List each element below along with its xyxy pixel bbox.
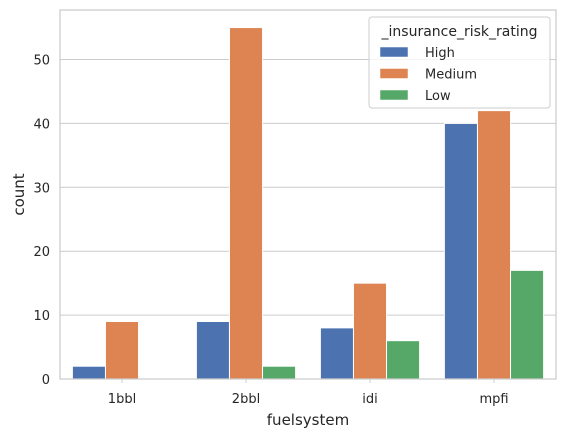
bar-2bbl-medium — [228, 27, 264, 380]
y-axis-label: count — [10, 173, 28, 215]
plot-frame — [59, 9, 557, 380]
y-tick-label-50: 50 — [33, 54, 50, 69]
legend-swatch-high — [379, 46, 409, 58]
bar-2bbl-high — [195, 320, 230, 380]
bar-idi-low — [386, 340, 421, 380]
legend-items: High Medium Low — [379, 46, 477, 104]
legend-label-medium: Medium — [425, 68, 477, 83]
legend-label-low: Low — [425, 89, 451, 104]
y-tick-label-20: 20 — [33, 245, 50, 260]
bar-1bbl-medium — [104, 320, 140, 380]
x-tick-label-mpfi: mpfi — [479, 392, 508, 407]
legend: _insurance_risk_rating High Medium Low — [368, 16, 551, 109]
legend-box — [368, 16, 551, 109]
bar-mpfi-high — [443, 122, 478, 380]
x-axis-label: fuelsystem — [267, 411, 349, 429]
legend-swatch-medium — [379, 68, 409, 79]
x-tick-label-idi: idi — [362, 392, 377, 407]
y-tick-label-0: 0 — [42, 373, 50, 388]
y-tick-labels: 0 10 20 30 40 50 — [33, 54, 50, 388]
bar-1bbl-high — [71, 365, 106, 380]
bar-mpfi-low — [510, 269, 545, 380]
bar-idi-medium — [352, 282, 388, 380]
legend-title: _insurance_risk_rating — [381, 24, 538, 40]
bars — [71, 27, 545, 380]
y-tick-label-40: 40 — [33, 117, 50, 132]
y-tick-label-30: 30 — [33, 181, 50, 196]
bar-2bbl-low — [262, 365, 297, 380]
x-tick-labels: 1bbl 2bbl idi mpfi — [108, 379, 509, 407]
y-tick-label-10: 10 — [33, 309, 50, 324]
bar-idi-high — [319, 327, 354, 380]
x-tick-label-2bbl: 2bbl — [232, 392, 260, 407]
legend-swatch-low — [379, 89, 409, 101]
bar-mpfi-medium — [476, 110, 512, 380]
legend-label-high: High — [425, 46, 455, 61]
x-tick-label-1bbl: 1bbl — [108, 392, 136, 407]
